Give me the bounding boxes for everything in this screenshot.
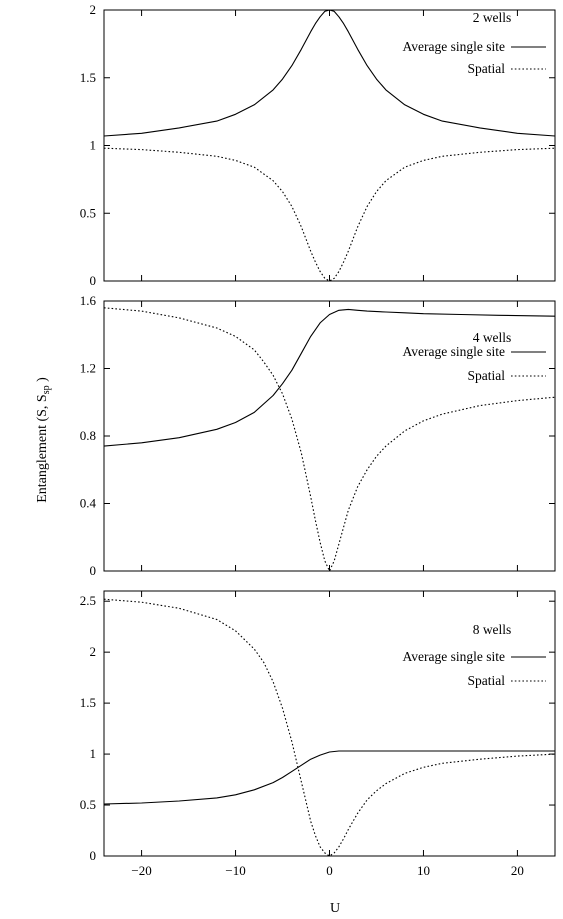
chart-panels: 0 0.5 1 1.5 2 2 wells Average single site Spati… xyxy=(80,2,556,878)
y-tick-label: 0.4 xyxy=(80,496,97,511)
average-single-site-series-line xyxy=(104,308,555,447)
y-tick-label: 1 xyxy=(90,746,97,761)
x-tick-label: 20 xyxy=(511,863,524,878)
legend-label: Average single site xyxy=(403,39,505,54)
average-single-site-series-line xyxy=(104,750,555,805)
legend-label: Average single site xyxy=(403,649,505,664)
y-tick-label: 1.5 xyxy=(80,70,96,85)
y-tick-label: 2.5 xyxy=(80,593,96,608)
panel-title: 4 wells xyxy=(473,330,512,345)
y-tick-label: 0.8 xyxy=(80,428,96,443)
x-tick-label: −10 xyxy=(225,863,245,878)
x-tick-label: 0 xyxy=(326,863,333,878)
panel-3: 0 0.5 1 1.5 2 2.5 −20 −10 0 10 20 8 wells Average si… xyxy=(80,590,556,878)
series-group xyxy=(104,10,555,281)
y-tick-label: 1 xyxy=(90,138,97,153)
y-tick-label: 0 xyxy=(90,563,97,578)
panel-title: 2 wells xyxy=(473,10,512,25)
series-group xyxy=(104,307,555,571)
y-tick-label: 1.5 xyxy=(80,695,96,710)
y-tick-label: 0.5 xyxy=(80,205,96,220)
spatial-series-line xyxy=(104,147,555,281)
x-tick-label: 10 xyxy=(417,863,430,878)
x-axis-label: U xyxy=(330,901,340,916)
legend-label: Spatial xyxy=(468,368,506,383)
panel-1: 0 0.5 1 1.5 2 2 wells Average single site Spati… xyxy=(80,2,556,288)
y-tick-label: 1.6 xyxy=(80,293,97,308)
y-tick-label: 2 xyxy=(90,644,97,659)
spatial-series-line xyxy=(104,598,555,856)
legend-label: Spatial xyxy=(468,61,506,76)
spatial-series-line xyxy=(104,307,555,571)
y-tick-label: 0 xyxy=(90,848,97,863)
average-single-site-series-line xyxy=(104,10,555,137)
x-tick-label: −20 xyxy=(131,863,151,878)
y-axis-label: Entanglement (S, Ssp ) xyxy=(35,377,52,503)
legend-label: Spatial xyxy=(468,673,506,688)
y-tick-label: 2 xyxy=(90,2,97,17)
y-tick-label: 0.5 xyxy=(80,797,96,812)
panel-title: 8 wells xyxy=(473,622,512,637)
y-tick-label: 0 xyxy=(90,273,97,288)
legend-label: Average single site xyxy=(403,344,505,359)
y-tick-label: 1.2 xyxy=(80,361,96,376)
series-group xyxy=(104,598,555,856)
